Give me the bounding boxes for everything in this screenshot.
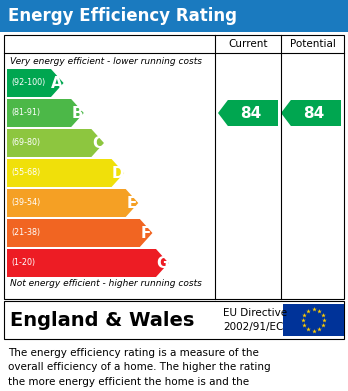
Polygon shape [7, 189, 138, 217]
Text: (81-91): (81-91) [11, 108, 40, 118]
Polygon shape [7, 99, 84, 127]
Text: England & Wales: England & Wales [10, 310, 195, 330]
Text: 84: 84 [240, 106, 261, 120]
Text: B: B [72, 106, 83, 120]
Text: E: E [127, 196, 137, 210]
Polygon shape [7, 219, 152, 247]
Text: Very energy efficient - lower running costs: Very energy efficient - lower running co… [10, 57, 202, 66]
Text: (69-80): (69-80) [11, 138, 40, 147]
Text: (39-54): (39-54) [11, 199, 40, 208]
Text: 84: 84 [303, 106, 324, 120]
Text: (21-38): (21-38) [11, 228, 40, 237]
Bar [4, 301, 344, 339]
Text: (55-68): (55-68) [11, 169, 40, 178]
Bar [283, 304, 344, 336]
Polygon shape [7, 69, 64, 97]
Text: D: D [112, 165, 124, 181]
Text: EU Directive
2002/91/EC: EU Directive 2002/91/EC [223, 308, 287, 332]
Polygon shape [281, 100, 341, 126]
Text: F: F [141, 226, 151, 240]
Text: Potential: Potential [290, 39, 335, 49]
Text: Not energy efficient - higher running costs: Not energy efficient - higher running co… [10, 280, 202, 289]
Polygon shape [7, 129, 104, 157]
Bar [4, 35, 344, 299]
Text: The energy efficiency rating is a measure of the
overall efficiency of a home. T: The energy efficiency rating is a measur… [8, 348, 271, 391]
Text: G: G [156, 255, 168, 271]
Text: (1-20): (1-20) [11, 258, 35, 267]
Bar [0, 0, 348, 32]
Text: Current: Current [228, 39, 268, 49]
Text: C: C [92, 136, 103, 151]
Polygon shape [218, 100, 278, 126]
Polygon shape [7, 249, 168, 277]
Text: Energy Efficiency Rating: Energy Efficiency Rating [8, 7, 237, 25]
Text: (92-100): (92-100) [11, 79, 45, 88]
Polygon shape [7, 159, 124, 187]
Text: A: A [52, 75, 63, 90]
